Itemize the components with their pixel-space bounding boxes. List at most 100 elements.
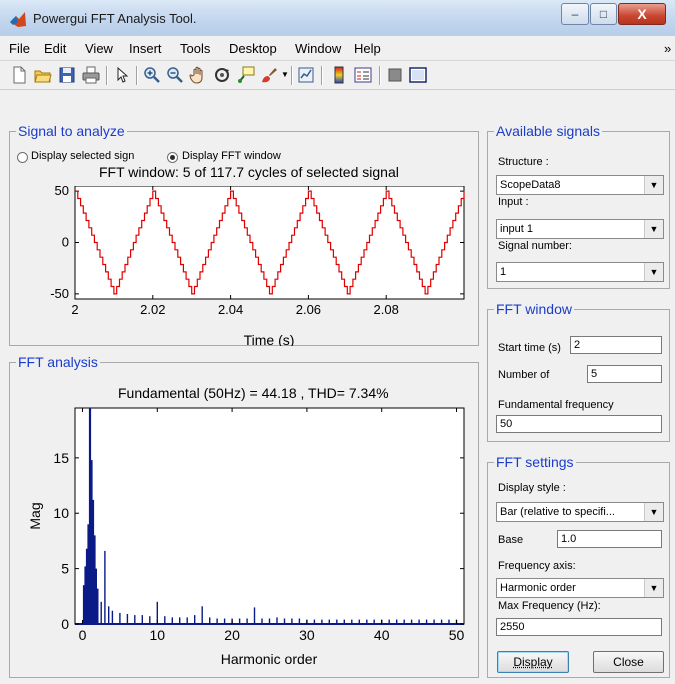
structure-select[interactable]: ScopeData8 ▼ [496,175,664,195]
zoom-in-icon[interactable] [143,66,161,84]
fft-bar [111,610,114,624]
fft-bar [223,618,226,624]
max-frequency-label: Max Frequency (Hz): [498,600,601,612]
menu-overflow-icon[interactable]: » [664,41,672,56]
menu-desktop[interactable]: Desktop [229,41,277,56]
display-selected-signal-label[interactable]: Display selected sign [31,150,135,162]
signal-number-select[interactable]: 1 ▼ [496,262,664,282]
display-button[interactable]: Display [497,651,569,673]
legend-icon[interactable] [354,66,372,84]
menu-view[interactable]: View [85,41,113,56]
data-cursor-icon[interactable] [237,66,255,84]
fft-plot-title: Fundamental (50Hz) = 44.18 , THD= 7.34% [118,385,389,401]
fundamental-frequency-value: 50 [500,418,513,430]
fft-bar [87,524,90,624]
fundamental-frequency-input[interactable]: 50 [496,415,662,433]
frequency-axis-value: Harmonic order [500,582,576,594]
fft-bar [82,585,86,624]
signal-to-analyze-panel: Signal to analyze [9,123,479,346]
hide-plot-tools-icon[interactable] [386,66,404,84]
toolbar-separator [379,66,381,85]
fft-bar [238,618,241,624]
start-time-value: 2 [574,339,581,351]
base-input[interactable]: 1.0 [557,530,662,548]
input-select[interactable]: input 1 ▼ [496,219,664,239]
save-icon[interactable] [58,66,76,84]
zoom-out-icon[interactable] [166,66,184,84]
menu-bar: File Edit View Insert Tools Desktop Wind… [0,36,675,61]
fft-bar [321,619,323,624]
fft-bar [100,601,102,624]
new-file-icon[interactable] [10,66,28,84]
menu-file[interactable]: File [9,41,30,56]
show-plot-tools-icon[interactable] [409,66,427,84]
frequency-axis-select[interactable]: Harmonic order ▼ [496,578,664,598]
display-fft-window-radio[interactable] [167,152,178,163]
fft-bar [440,619,443,624]
brush-dropdown-icon[interactable]: ▼ [281,70,289,79]
fft-ytick-label: 10 [53,505,69,521]
minimize-button[interactable]: – [561,3,589,25]
number-of-cycles-input[interactable]: 5 [587,365,662,383]
menu-edit[interactable]: Edit [44,41,67,56]
fft-bar [90,460,93,624]
pointer-icon[interactable] [113,66,131,84]
number-of-cycles-value: 5 [591,368,598,380]
close-icon: X [637,6,647,22]
open-folder-icon[interactable] [34,66,52,84]
fft-bar [149,616,151,624]
signal-ytick-label: -50 [50,286,69,301]
fft-bar [291,618,293,624]
menu-help[interactable]: Help [354,41,381,56]
fft-bar [433,619,435,624]
fft-bar [194,615,196,624]
fft-bar [351,619,353,624]
pan-hand-icon[interactable] [189,66,207,84]
fft-bar [88,408,92,624]
signal-number-label: Signal number: [498,240,572,252]
chevron-down-icon: ▼ [644,263,663,281]
colorbar-icon[interactable] [330,66,348,84]
fft-ytick-label: 0 [61,616,69,632]
fft-bar [126,614,129,624]
menu-window[interactable]: Window [295,41,342,56]
close-button[interactable]: Close [593,651,664,673]
display-fft-window-label[interactable]: Display FFT window [182,150,281,162]
link-plot-icon[interactable] [297,66,315,84]
fft-bar [373,619,375,624]
maximize-button[interactable]: □ [590,3,617,25]
fft-bar [388,619,390,624]
start-time-input[interactable]: 2 [570,336,662,354]
fft-window-panel: FFT window [487,301,670,442]
print-icon[interactable] [82,66,100,84]
fft-xtick-label: 20 [224,627,240,643]
fft-plot[interactable]: 0 10 20 30 40 50 0 5 10 15 Harmonic order Mag [12,398,474,672]
close-button-label: Close [613,655,644,669]
title-bar[interactable]: Powergui FFT Analysis Tool. – □ X [0,0,675,37]
fft-bar [134,615,136,624]
display-selected-signal-radio[interactable] [17,152,28,163]
fft-bar [216,618,218,624]
fft-bar [313,619,316,624]
chevron-down-icon: ▼ [644,503,663,521]
chevron-down-icon: ▼ [644,220,663,238]
rotate-3d-icon[interactable] [213,66,231,84]
close-window-button[interactable]: X [618,3,666,25]
fft-bar [209,617,211,624]
fft-bar [141,615,143,624]
fft-bar [396,619,398,624]
signal-xtick-label: 2.06 [296,302,321,317]
brush-icon[interactable] [260,66,278,84]
fft-bar [104,550,106,624]
fft-bar [179,617,181,624]
base-label: Base [498,534,524,546]
menu-tools[interactable]: Tools [180,41,211,56]
fft-bar [253,607,256,624]
signal-plot[interactable]: 2 2.02 2.04 2.06 2.08 -50 0 50 Time (s) [12,186,474,346]
fft-bar [156,601,158,624]
menu-insert[interactable]: Insert [129,41,162,56]
display-button-label: Display [513,655,553,669]
display-style-select[interactable]: Bar (relative to specifi... ▼ [496,502,664,522]
max-frequency-input[interactable]: 2550 [496,618,662,636]
